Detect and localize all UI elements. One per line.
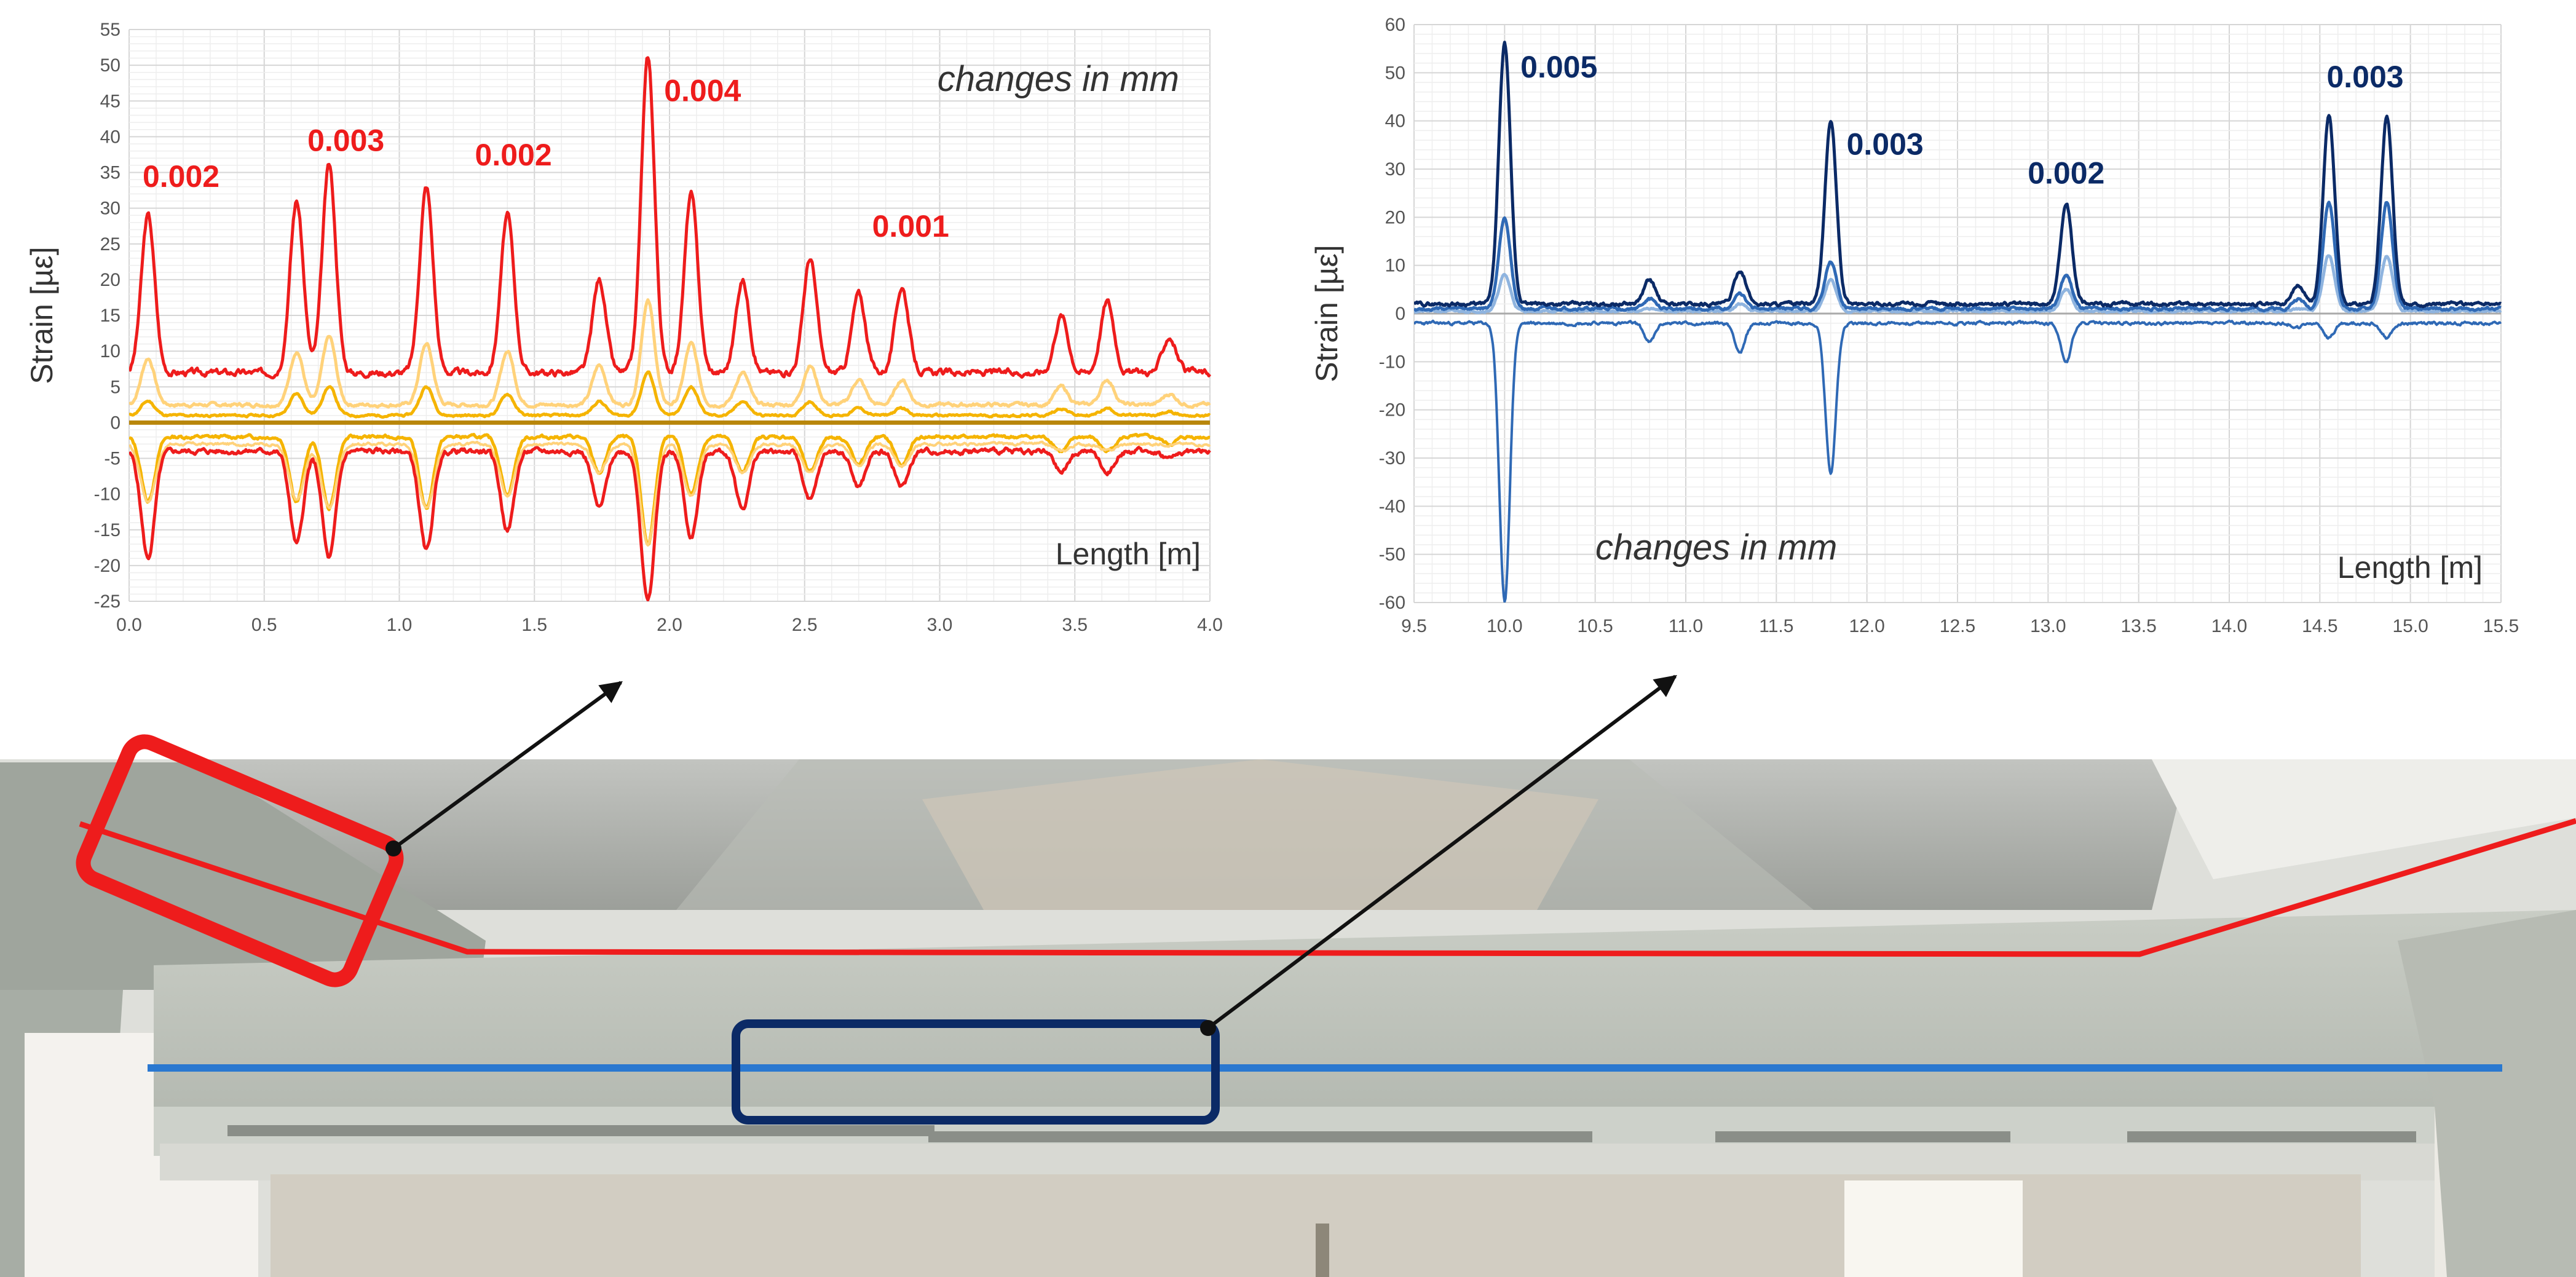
y-tick-label: 10 (100, 341, 121, 362)
x-tick-label: 10.5 (1577, 616, 1613, 636)
y-tick-label: 40 (1385, 111, 1405, 132)
y-tick-label: 10 (1385, 256, 1405, 276)
peak-annotation: 0.003 (307, 124, 384, 158)
arrow-left-origin (385, 840, 401, 856)
y-tick-label: 35 (100, 163, 121, 183)
series-upper-light (129, 298, 1211, 409)
left-strain-chart: 0.0 0.5 1.0 1.5 2.0 2.5 3.0 3.5 4.0 -25 -20 -15 -10 -… (25, 20, 1223, 635)
x-tick-label: 15.0 (2392, 616, 2428, 636)
y-tick-label: 60 (1385, 15, 1405, 35)
y-tick-label: -10 (94, 484, 121, 505)
red-fiber-path (79, 818, 2576, 957)
x-axis-title: Length [m] (1056, 537, 1201, 571)
series-light-blue (1414, 254, 2502, 314)
y-axis-title: Strain [µε] (1310, 245, 1344, 382)
x-tick-label: 10.0 (1487, 616, 1522, 636)
y-tick-label: 0 (110, 413, 121, 433)
x-tick-label: 1.0 (387, 615, 413, 635)
arrow-right-origin (1200, 1020, 1216, 1036)
y-tick-label: 50 (1385, 63, 1405, 83)
series-lower-red (129, 446, 1211, 601)
peak-annotation: 0.002 (475, 138, 552, 172)
y-tick-label: -15 (94, 520, 121, 540)
x-tick-label: 14.5 (2302, 616, 2337, 636)
left-series (129, 56, 1211, 601)
y-tick-label: -5 (104, 449, 121, 469)
y-tick-label: 30 (100, 199, 121, 219)
x-tick-label: 15.5 (2483, 616, 2519, 636)
x-tick-label: 14.0 (2211, 616, 2247, 636)
y-axis-title: Strain [µε] (25, 247, 59, 384)
y-tick-label: -20 (94, 556, 121, 576)
x-tick-label: 2.5 (792, 615, 818, 635)
series-mid-blue (1414, 200, 2502, 313)
y-tick-label: -30 (1379, 448, 1405, 468)
peak-annotation: 0.002 (143, 159, 219, 194)
x-tick-label: 2.0 (657, 615, 682, 635)
fiber-overlay (76, 674, 2576, 1125)
y-tick-label: -25 (94, 591, 121, 612)
y-tick-label: 0 (1395, 304, 1405, 324)
series-lower-light (129, 440, 1211, 547)
x-tick-label: 0.0 (116, 615, 142, 635)
y-tick-label: 25 (100, 234, 121, 255)
red-selection-box (76, 734, 404, 987)
units-note: changes in mm (1595, 528, 1837, 567)
y-tick-label: 40 (100, 127, 121, 147)
peak-annotation: 0.004 (664, 73, 741, 108)
y-tick-label: 20 (100, 270, 121, 290)
x-tick-label: 4.0 (1197, 615, 1223, 635)
x-axis-title: Length [m] (2337, 550, 2483, 585)
y-tick-label: -40 (1379, 496, 1405, 516)
series-navy (1414, 41, 2502, 309)
y-tick-label: 50 (100, 55, 121, 76)
x-tick-label: 9.5 (1401, 616, 1427, 636)
x-tick-label: 12.0 (1849, 616, 1884, 636)
right-strain-chart: 9.5 10.0 10.5 11.0 11.5 12.0 12.5 13.0 13.5 14.0 1… (1310, 15, 2519, 636)
x-tick-label: 3.0 (927, 615, 953, 635)
arrow-left (392, 681, 623, 850)
x-tick-label: 3.5 (1062, 615, 1088, 635)
x-tick-label: 11.5 (1759, 616, 1793, 636)
grid (1413, 24, 2502, 603)
peak-annotation: 0.005 (1520, 50, 1597, 84)
y-tick-label: 30 (1385, 159, 1405, 180)
peak-annotation: 0.003 (2326, 60, 2403, 94)
y-tick-label: 20 (1385, 207, 1405, 227)
y-tick-label: -60 (1379, 593, 1405, 613)
x-tick-label: 12.5 (1940, 616, 1975, 636)
series-upper-red (129, 56, 1211, 380)
x-tick-label: 13.5 (2120, 616, 2156, 636)
y-tick-label: 15 (100, 306, 121, 326)
x-tick-label: 0.5 (251, 615, 277, 635)
arrow-right (1207, 674, 1677, 1030)
blue-selection-box (732, 1019, 1220, 1125)
series-lower-yellow (129, 432, 1211, 547)
y-tick-label: -50 (1379, 545, 1405, 565)
peak-annotation: 0.003 (1847, 127, 1924, 162)
y-tick-label: 5 (110, 377, 121, 397)
peak-annotation: 0.001 (872, 209, 949, 243)
series-negative-blue (1414, 319, 2502, 603)
y-tick-label: -10 (1379, 352, 1405, 372)
y-tick-label: 55 (100, 20, 121, 40)
series-upper-yellow (129, 370, 1211, 419)
units-note: changes in mm (938, 59, 1179, 99)
x-tick-label: 13.0 (2030, 616, 2066, 636)
right-series (1414, 41, 2502, 603)
x-tick-label: 1.5 (521, 615, 547, 635)
right-chart-panel (1310, 0, 2576, 670)
y-tick-label: -20 (1379, 400, 1405, 421)
y-tick-label: 45 (100, 91, 121, 111)
peak-annotation: 0.002 (2028, 156, 2104, 191)
x-tick-label: 11.0 (1669, 616, 1703, 636)
